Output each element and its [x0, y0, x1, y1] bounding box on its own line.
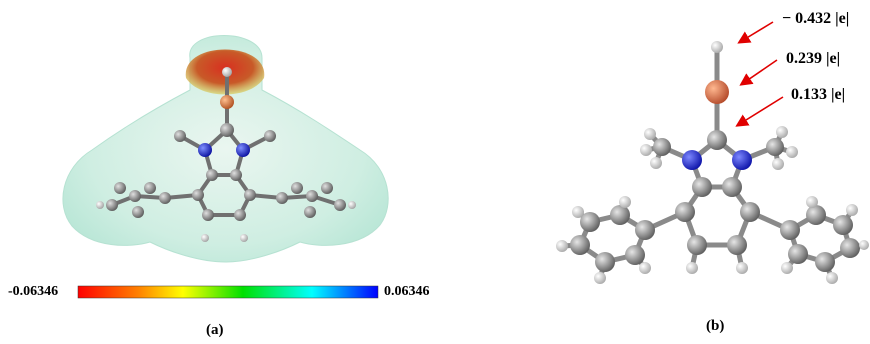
esp-phenyl-right [276, 182, 356, 218]
hydrogen-on-boron [711, 41, 723, 53]
phenyl-right-atoms [780, 196, 869, 284]
color-scale-bar [77, 285, 379, 299]
charge-arrow-boron [739, 59, 778, 86]
nitrogen-atom-left [682, 150, 702, 170]
esp-methyl-left [174, 130, 186, 142]
ball-stick-molecule [556, 21, 869, 284]
panel-a-esp-map: -0.06346 0.06346 (a) [8, 35, 430, 338]
benzo-ring-atoms [675, 177, 760, 274]
charge-arrow-carbon [735, 96, 784, 127]
charge-label-boron: 0.239 |e| [786, 50, 841, 67]
panel-b-caption: (b) [706, 318, 725, 334]
phenyl-left-atoms [556, 196, 655, 284]
esp-h-top [222, 67, 232, 77]
color-scale-min-label: -0.06346 [8, 284, 59, 299]
methyl-carbon-left [653, 138, 671, 156]
esp-carbon-carbene [220, 123, 234, 137]
esp-nitrogen-right [236, 143, 250, 157]
charge-label-carbon: 0.133 |e| [791, 86, 846, 103]
charge-arrow-hydrogen [737, 21, 774, 44]
boron-atom [705, 80, 729, 104]
methyl-hydrogens [640, 126, 798, 170]
esp-benzo-ring [192, 169, 256, 242]
esp-phenyl-left [96, 182, 171, 218]
carbene-carbon-atom [707, 130, 727, 150]
nitrogen-atom-right [732, 150, 752, 170]
esp-methyl-right [264, 130, 276, 142]
color-scale-max-label: 0.06346 [384, 284, 430, 299]
esp-boron-atom [220, 95, 234, 109]
methyl-carbon-right [766, 138, 784, 156]
esp-molecule-figure [62, 35, 389, 299]
esp-surface [62, 35, 389, 263]
esp-nitrogen-left [198, 143, 212, 157]
charge-label-hydrogen: − 0.432 |e| [782, 10, 850, 27]
panel-b-charge-model: − 0.432 |e| 0.239 |e| 0.133 |e| (b) [440, 0, 870, 344]
panel-a-caption: (a) [206, 322, 224, 338]
